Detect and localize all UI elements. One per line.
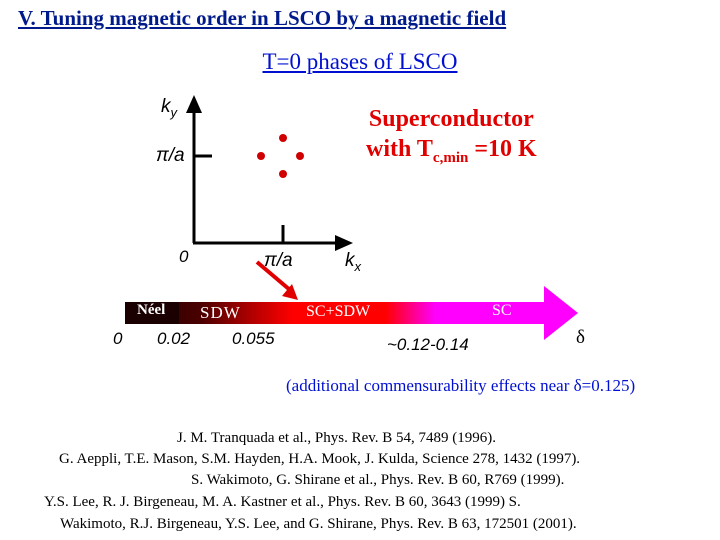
tick-0-02: 0.02 xyxy=(157,329,191,348)
delta-label: δ xyxy=(576,327,585,348)
slide-title: V. Tuning magnetic order in LSCO by a ma… xyxy=(18,6,507,30)
kx-sub: x xyxy=(354,258,362,274)
red-arrow-head xyxy=(282,284,298,300)
tc-prefix: with T xyxy=(366,136,433,162)
ky-label: ky xyxy=(161,96,177,120)
tc-subscript: c,min xyxy=(432,149,469,166)
reference-1: J. M. Tranquada et al., Phys. Rev. B 54,… xyxy=(177,430,497,446)
note-prefix: (additional commensurability effects nea… xyxy=(286,376,574,395)
reference-2: G. Aeppli, T.E. Mason, S.M. Hayden, H.A.… xyxy=(59,451,581,467)
sc-sdw-label: SC+SDW xyxy=(306,303,371,320)
ky-arrowhead xyxy=(186,95,202,113)
kx-arrowhead xyxy=(335,235,353,251)
note-delta: δ xyxy=(573,376,582,395)
origin-label: 0 xyxy=(179,247,189,266)
reference-4: Y.S. Lee, R. J. Birgeneau, M. A. Kastner… xyxy=(44,494,521,510)
commensurability-note: (additional commensurability effects nea… xyxy=(286,376,635,396)
sdw-label: SDW xyxy=(200,303,241,322)
phase-bar xyxy=(125,302,545,324)
tick-0-055: 0.055 xyxy=(232,329,275,348)
tc-suffix: =10 K xyxy=(468,136,537,162)
tick-0: 0 xyxy=(113,329,123,348)
reference-5: Wakimoto, R.J. Birgeneau, Y.S. Lee, and … xyxy=(60,516,577,532)
kx-label: kx xyxy=(345,250,361,274)
peak-top xyxy=(279,134,287,142)
phase-heading: T=0 phases of LSCO xyxy=(262,49,458,74)
neel-region xyxy=(125,302,179,324)
peak-bottom xyxy=(279,170,287,178)
tick-range-012-014: ~0.12-0.14 xyxy=(387,335,469,354)
peak-right xyxy=(296,152,304,160)
red-arrow-shaft xyxy=(255,260,292,292)
phase-bar-arrowhead xyxy=(544,286,578,340)
superconductor-label: Superconductor with Tc,min =10 K xyxy=(366,104,537,173)
kx-main: k xyxy=(345,250,355,271)
sc-label: SC xyxy=(492,302,512,319)
note-suffix: =0.125) xyxy=(581,376,636,395)
reference-3: S. Wakimoto, G. Shirane et al., Phys. Re… xyxy=(191,472,565,488)
superconductor-line1: Superconductor xyxy=(368,106,534,132)
kx-pi-label: π/a xyxy=(264,250,293,271)
ky-main: k xyxy=(161,96,171,117)
ky-sub: y xyxy=(170,104,178,120)
neel-label: Néel xyxy=(137,302,166,318)
ky-pi-label: π/a xyxy=(156,145,185,166)
superconductor-line2: with Tc,min =10 K xyxy=(366,134,537,173)
peak-left xyxy=(257,152,265,160)
